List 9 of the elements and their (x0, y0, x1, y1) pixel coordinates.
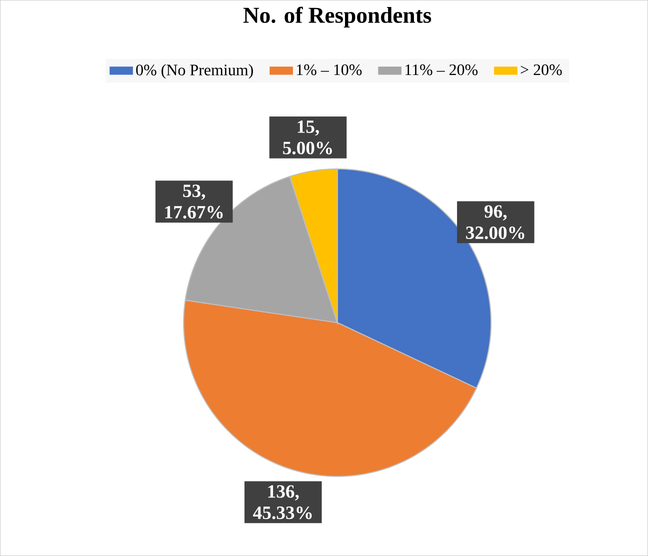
data-label: 15, 5.00% (283, 120, 332, 154)
legend-label: 11% – 20% (406, 64, 478, 76)
data-label: 96, 32.00% (466, 205, 524, 240)
legend-label: 0% (No Premium) (136, 64, 253, 79)
legend-label: > 20% (520, 64, 562, 76)
legend-label: 1% – 10% (296, 64, 362, 76)
chart-title: No. of Respondents (243, 6, 432, 28)
data-label: 136, 45.33% (253, 485, 312, 520)
data-label: 53, 17.67% (165, 184, 223, 219)
